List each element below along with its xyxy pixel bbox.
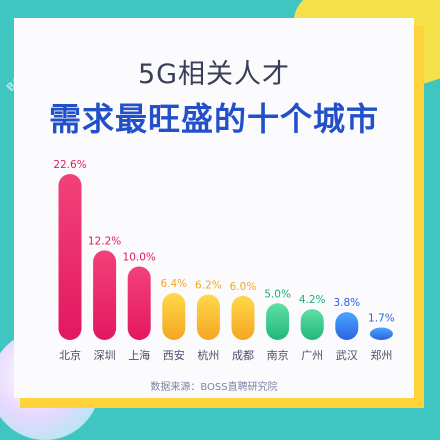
value-label: 5.0% [264,288,291,300]
bar-成都 [231,295,255,340]
bar-chart: 22.6% 北京 12.2% 深圳 10.0% 上海 6.4% 西安 6.2% 杭州 6.0% 成都 5… [53,159,395,362]
chart-title: 5G相关人才 [137,59,291,90]
data-source: 数据来源：BOSS直聘研究院 [150,382,278,393]
value-label: 12.2% [88,235,121,247]
category-label: 成都 [232,349,254,362]
bar-武汉 [335,312,359,340]
value-label: 4.2% [299,294,326,306]
bar-北京 [58,174,82,340]
category-label: 广州 [301,349,323,362]
value-label: 6.0% [230,281,257,293]
chart-card: 5G相关人才 需求最旺盛的十个城市 22.6% 北京 12.2% 深圳 10.0% 上海 6… [14,18,414,398]
category-label: 上海 [128,348,150,362]
category-label: 北京 [59,348,81,362]
bar-杭州 [196,294,220,340]
category-label: 郑州 [370,348,392,362]
chart-subtitle: 需求最旺盛的十个城市 [48,100,379,138]
category-label: 武汉 [336,349,358,362]
value-label: 3.8% [333,297,360,309]
value-label: 1.7% [368,313,395,325]
category-label: 杭州 [197,348,219,362]
bar-南京 [266,303,290,340]
value-label: 22.6% [53,159,86,171]
category-label: 南京 [267,348,289,362]
bar-深圳 [93,250,117,340]
category-label: 深圳 [94,349,116,362]
bar-西安 [162,292,186,340]
value-label: 6.2% [195,279,222,291]
value-label: 10.0% [123,252,156,264]
category-label: 西安 [163,348,185,362]
bar-上海 [127,266,151,340]
bar-郑州 [369,327,393,340]
value-label: 6.4% [160,278,187,290]
bar-广州 [300,309,324,340]
